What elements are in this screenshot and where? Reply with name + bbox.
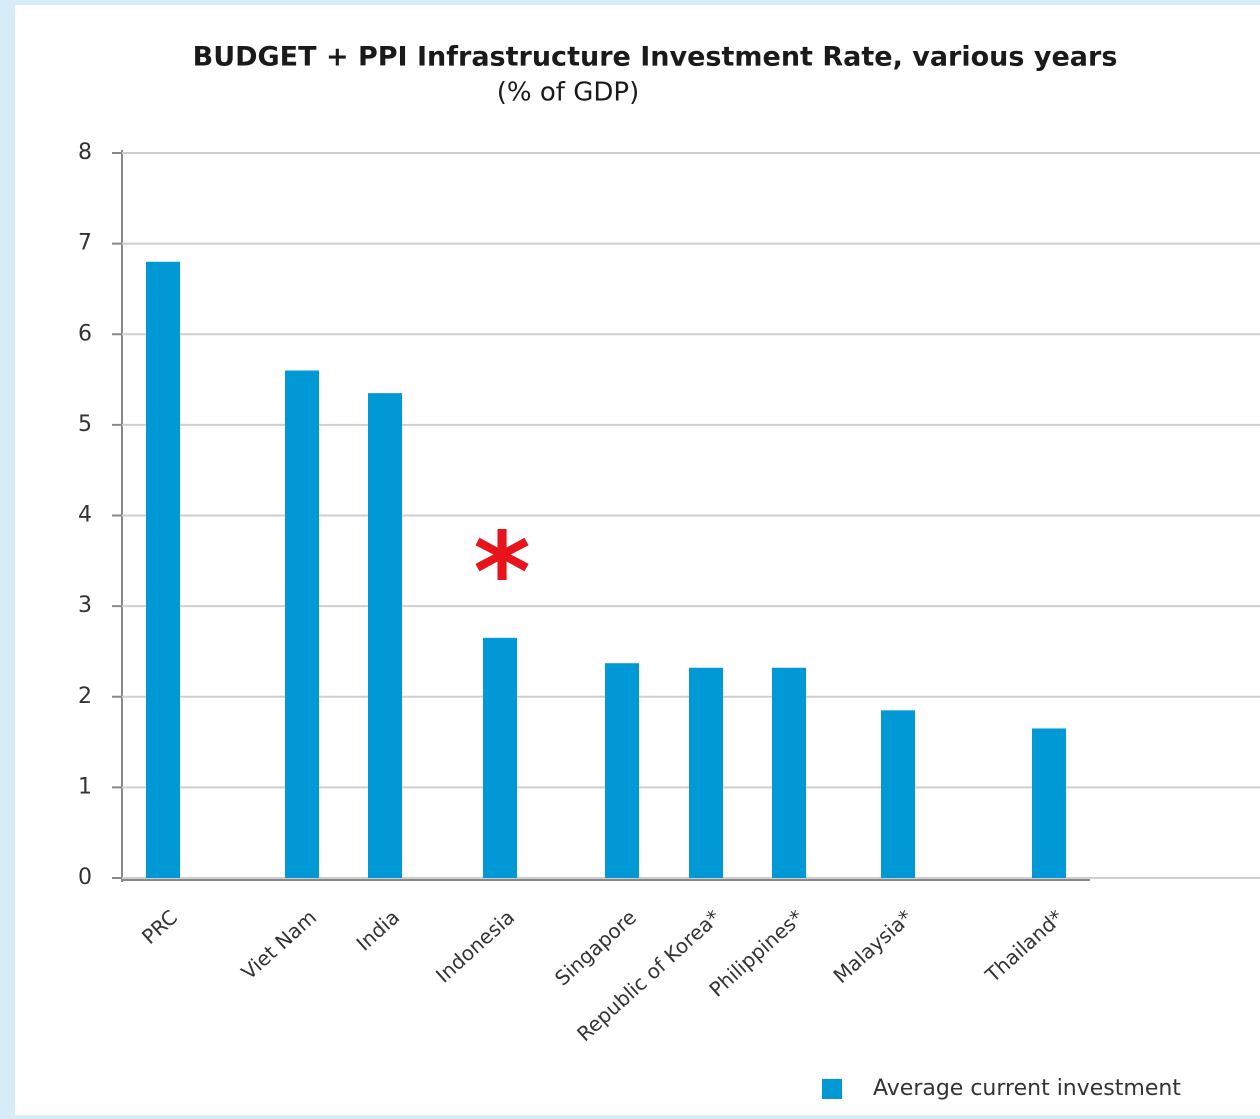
bar bbox=[605, 663, 639, 878]
chart-panel bbox=[15, 5, 1260, 1115]
y-tick-label: 3 bbox=[78, 593, 92, 618]
y-tick-label: 0 bbox=[78, 865, 92, 890]
y-tick-label: 1 bbox=[78, 774, 92, 799]
y-tick-label: 6 bbox=[78, 321, 92, 346]
y-tick-label: 7 bbox=[78, 231, 92, 256]
bar bbox=[483, 637, 517, 878]
bar bbox=[1032, 728, 1066, 878]
y-tick-label: 8 bbox=[78, 140, 92, 165]
y-tick-label: 4 bbox=[78, 503, 92, 528]
annotation: * bbox=[473, 508, 531, 636]
bar bbox=[881, 710, 915, 878]
bar bbox=[146, 261, 180, 878]
y-tick-label: 2 bbox=[78, 684, 92, 709]
bar bbox=[285, 370, 319, 878]
legend-swatch bbox=[822, 1079, 842, 1099]
legend: Average current investment bbox=[822, 1076, 1181, 1101]
bar bbox=[689, 667, 723, 878]
legend-label: Average current investment bbox=[873, 1076, 1181, 1101]
bar bbox=[772, 667, 806, 878]
y-tick-label: 5 bbox=[78, 412, 92, 437]
chart-subtitle: (% of GDP) bbox=[497, 78, 639, 108]
chart-title: BUDGET + PPI Infrastructure Investment R… bbox=[193, 42, 1118, 73]
bar bbox=[368, 393, 402, 878]
